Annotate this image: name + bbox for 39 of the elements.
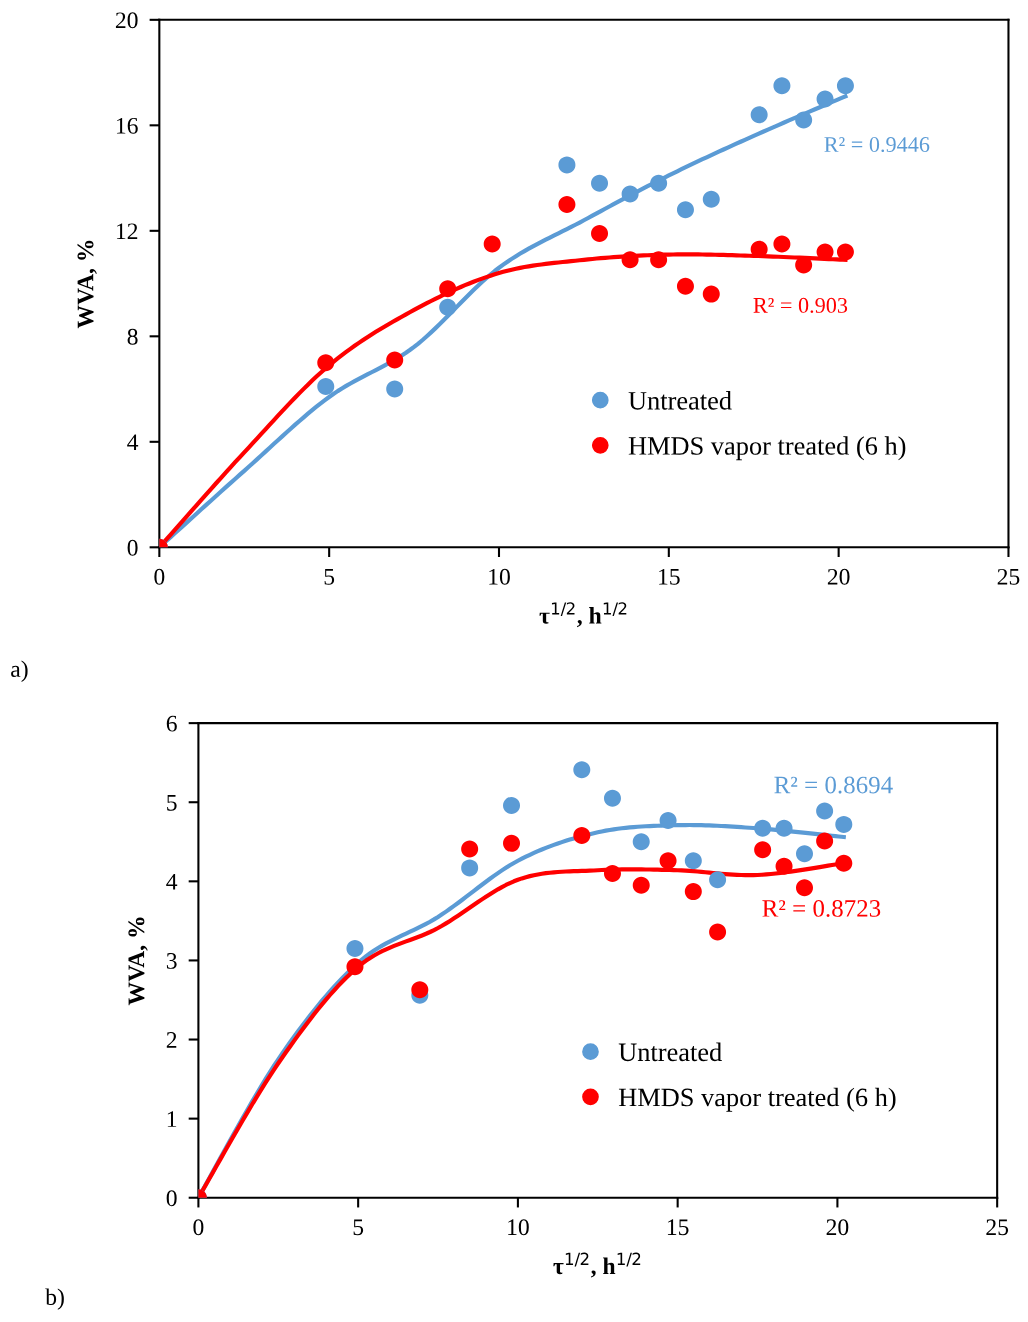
x-tick-label: 10: [489, 568, 510, 585]
y-tick-label: 6: [166, 715, 177, 732]
y-tick-label: 8: [127, 328, 138, 345]
y-tick-label: 5: [167, 794, 177, 811]
y-tick-label: 3: [166, 952, 177, 969]
legend-label: HMDS vapor treated (6 h): [618, 1087, 896, 1112]
annotation: R² = 0.8694: [774, 776, 893, 794]
legend-label: Untreated: [618, 1042, 722, 1062]
y-tick-label: 1: [167, 1111, 177, 1127]
x-tick-label: 20: [827, 568, 850, 585]
x-axis-title: τ$^{1/2}$, h$^{1/2}$: [539, 602, 627, 628]
y-tick-label: 12: [116, 223, 138, 240]
x-axis-title: τ$^{1/2}$, h$^{1/2}$: [553, 1252, 641, 1278]
x-tick-label: 5: [353, 1219, 364, 1236]
y-tick-label: 0: [127, 539, 138, 556]
x-tick-label: 10: [508, 1219, 529, 1236]
y-tick-label: 16: [116, 117, 138, 134]
annotation: R² = 0.903: [753, 297, 848, 313]
y-axis-title: WVA, %: [77, 240, 97, 329]
x-tick-label: 25: [997, 568, 1020, 585]
text: a): [11, 660, 28, 682]
x-tick-label: 15: [667, 1219, 689, 1236]
x-tick-label: 0: [193, 1219, 204, 1236]
x-tick-label: 0: [154, 568, 165, 585]
x-tick-label: 20: [826, 1219, 849, 1236]
annotation: R² = 0.9446: [824, 136, 930, 153]
y-tick-label: 4: [127, 434, 139, 450]
y-tick-label: 4: [166, 873, 178, 890]
text: b): [45, 1288, 64, 1310]
y-tick-label: 20: [115, 12, 138, 29]
y-tick-label: 0: [166, 1190, 177, 1207]
y-tick-label: 2: [166, 1032, 177, 1048]
legend-label: Untreated: [628, 391, 732, 410]
x-tick-label: 25: [986, 1219, 1009, 1236]
annotation: R² = 0.8723: [762, 899, 881, 917]
y-axis-title: WVA, %: [128, 917, 148, 1006]
x-tick-label: 5: [324, 569, 335, 585]
x-tick-label: 15: [659, 568, 680, 585]
legend-label: HMDS vapor treated (6 h): [628, 436, 906, 461]
